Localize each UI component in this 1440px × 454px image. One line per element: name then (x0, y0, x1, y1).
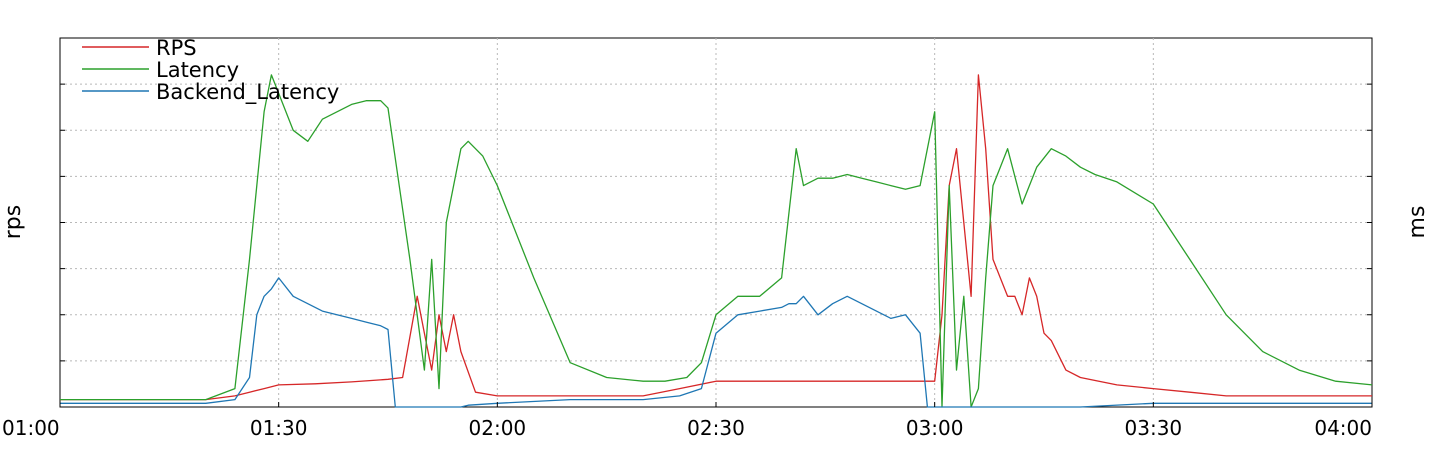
grid-lines (60, 38, 1372, 407)
series-line-backend-latency (60, 277, 1372, 408)
x-tick-label: 02:30 (687, 416, 745, 440)
y-axis-left-label: rps (1, 205, 26, 239)
x-tick-label: 03:00 (906, 416, 964, 440)
x-axis-ticks: 01:00 01:30 02:00 02:30 03:00 03:30 04:00 (2, 402, 1373, 440)
x-tick-label: 02:00 (469, 416, 527, 440)
x-tick-label: 03:30 (1125, 416, 1183, 440)
legend-label-backend-latency: Backend_Latency (156, 80, 339, 105)
y-axis-right-label: ms (1405, 206, 1430, 239)
x-tick-label: 01:30 (250, 416, 308, 440)
series-group (60, 74, 1373, 408)
x-tick-label: 04:00 (1314, 416, 1372, 440)
legend-label-rps: RPS (156, 36, 197, 60)
series-line-rps (60, 74, 1372, 401)
legend: RPS Latency Backend_Latency (82, 36, 339, 105)
x-tick-label: 01:00 (2, 416, 60, 440)
series-line-latency (60, 74, 1373, 408)
legend-label-latency: Latency (156, 58, 239, 82)
